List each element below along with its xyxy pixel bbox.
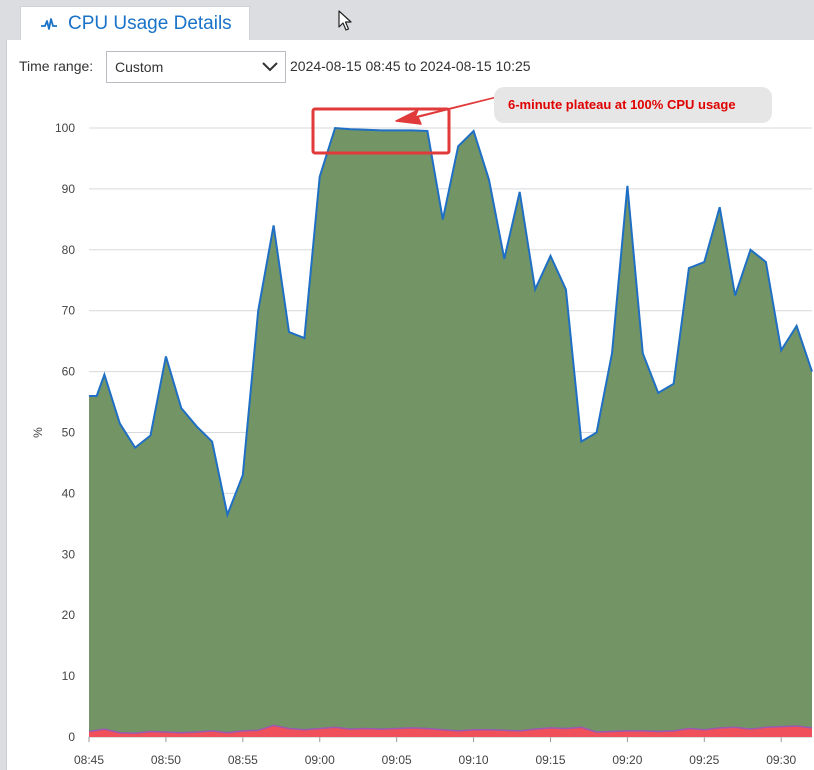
x-tick-label: 09:20 <box>612 753 642 767</box>
annotation-callout: 6-minute plateau at 100% CPU usage <box>494 87 772 123</box>
x-tick-label: 08:50 <box>151 753 181 767</box>
line-series-low <box>88 724 813 735</box>
x-tick-label: 09:30 <box>766 753 796 767</box>
time-range-label: Time range: <box>19 58 94 74</box>
date-range-display: 2024-08-15 08:45 to 2024-08-15 10:25 <box>290 58 531 74</box>
x-tick-label: 08:55 <box>228 753 258 767</box>
x-axis-ticks: 08:45 08:50 08:55 09:00 09:05 09:10 09:15 09:20… <box>74 736 812 767</box>
annotation-text: 6-minute plateau at 100% CPU usage <box>508 97 736 112</box>
range-start: 2024-08-15 08:45 <box>290 58 401 74</box>
time-range-value: Custom <box>115 59 164 75</box>
y-tick-label: 20 <box>62 608 76 622</box>
range-end: 2024-08-15 10:25 <box>420 58 531 74</box>
y-tick-label: 80 <box>62 243 76 257</box>
x-tick-label: 09:05 <box>382 753 412 767</box>
y-tick-label: 40 <box>62 486 76 500</box>
y-tick-label: 30 <box>62 547 76 561</box>
y-tick-label: 90 <box>62 182 76 196</box>
x-tick-label: 08:45 <box>74 753 104 767</box>
annotation-arrow <box>395 96 498 125</box>
y-axis-label: % <box>31 427 45 438</box>
y-tick-label: 10 <box>62 669 76 683</box>
y-axis-ticks: 0 10 20 30 40 50 60 70 80 90 100 <box>55 121 75 744</box>
y-tick-label: 100 <box>55 121 75 135</box>
tab-cpu-usage-details[interactable]: CPU Usage Details <box>20 6 250 40</box>
area-series-main <box>89 128 812 737</box>
y-tick-label: 70 <box>62 304 76 318</box>
annotation-box <box>311 107 451 155</box>
x-tick-label: 09:00 <box>305 753 335 767</box>
y-tick-label: 50 <box>62 426 76 440</box>
tab-title: CPU Usage Details <box>68 13 232 34</box>
chevron-down-icon <box>262 62 278 72</box>
range-to: to <box>404 58 417 74</box>
x-tick-label: 09:25 <box>689 753 719 767</box>
mouse-pointer-icon <box>338 10 352 31</box>
y-tick-label: 0 <box>68 730 75 744</box>
activity-chart-icon <box>41 18 57 30</box>
x-tick-label: 09:15 <box>535 753 565 767</box>
y-tick-label: 60 <box>62 365 76 379</box>
x-tick-label: 09:10 <box>459 753 489 767</box>
area-series-low <box>89 725 812 737</box>
time-range-select[interactable]: Custom <box>106 51 286 83</box>
line-series-main <box>89 126 813 519</box>
